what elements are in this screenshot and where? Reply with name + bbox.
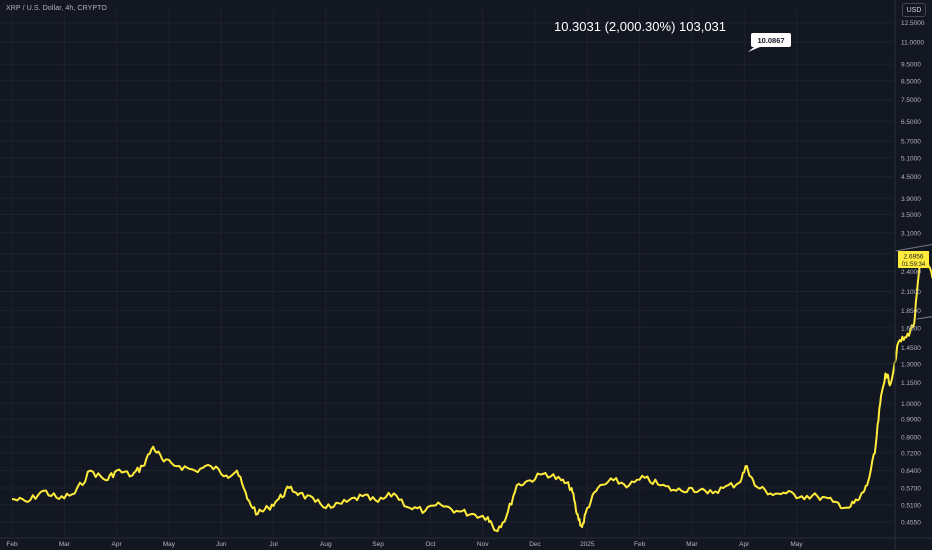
y-tick-label: 5.1000 bbox=[901, 155, 921, 162]
peak-label: 10.0867 bbox=[757, 36, 784, 45]
x-tick-label: Sep bbox=[372, 541, 384, 548]
historic-price-line bbox=[11, 255, 932, 533]
y-tick-label: 8.5000 bbox=[901, 78, 921, 85]
x-tick-label: Feb bbox=[634, 541, 646, 548]
y-tick-label: 0.6400 bbox=[901, 468, 921, 475]
y-tick-label: 1.8500 bbox=[901, 308, 921, 315]
y-tick-label: 5.7000 bbox=[901, 139, 921, 146]
y-tick-label: 0.9000 bbox=[901, 417, 921, 424]
peak-label-callout: 10.0867 bbox=[748, 33, 791, 52]
y-tick-label: 3.9000 bbox=[901, 196, 921, 203]
symbol-title: XRP / U.S. Dollar, 4h, CRYPTO bbox=[6, 5, 107, 12]
y-tick-label: 3.5000 bbox=[901, 212, 921, 219]
x-tick-label: May bbox=[163, 541, 176, 548]
y-tick-label: 1.0000 bbox=[901, 401, 921, 408]
y-tick-label: 1.1500 bbox=[901, 380, 921, 387]
price-axis[interactable]: 12.5000 11.0000 9.5000 8.5000 7.5000 6.5000 5.… bbox=[894, 0, 925, 550]
x-tick-label: May bbox=[790, 541, 803, 548]
y-tick-label: 12.5000 bbox=[901, 20, 925, 27]
price-series bbox=[11, 255, 932, 533]
x-tick-label: Mar bbox=[686, 541, 698, 548]
x-tick-label: Jun bbox=[216, 541, 227, 548]
x-tick-label: Mar bbox=[59, 541, 71, 548]
price-badge: 2.6956 01:59:34 bbox=[898, 251, 929, 268]
x-tick-label: Apr bbox=[739, 541, 750, 548]
x-tick-label: Dec bbox=[529, 541, 541, 548]
y-tick-label: 3.1000 bbox=[901, 230, 921, 237]
y-tick-label: 0.7200 bbox=[901, 450, 921, 457]
y-tick-label: 4.5000 bbox=[901, 174, 921, 181]
y-tick-label: 1.4500 bbox=[901, 345, 921, 352]
y-tick-label: 0.4550 bbox=[901, 520, 921, 527]
measure-label: 10.3031 (2,000.30%) 103,031 bbox=[554, 19, 726, 34]
y-tick-label: 0.5700 bbox=[901, 486, 921, 493]
y-tick-label: 1.3000 bbox=[901, 361, 921, 368]
x-tick-label: Feb bbox=[6, 541, 18, 548]
price-badge-value: 2.6956 bbox=[904, 254, 924, 261]
x-tick-label: Nov bbox=[477, 541, 489, 548]
y-tick-label: 1.6500 bbox=[901, 325, 921, 332]
x-tick-label: 2025 bbox=[580, 541, 595, 548]
y-tick-label: 7.5000 bbox=[901, 97, 921, 104]
y-tick-label: 9.5000 bbox=[901, 62, 921, 69]
y-tick-label: 11.0000 bbox=[901, 40, 924, 47]
price-badge-countdown: 01:59:34 bbox=[902, 262, 926, 268]
grid-lines bbox=[0, 10, 893, 536]
y-tick-label: 6.5000 bbox=[901, 119, 921, 126]
y-tick-label: 2.4000 bbox=[901, 269, 921, 276]
x-tick-label: Aug bbox=[320, 541, 332, 548]
time-axis[interactable]: Feb Mar Apr May Jun Jul Aug Sep Oct Nov Dec 2025 Feb… bbox=[0, 537, 932, 548]
y-tick-label: 0.8000 bbox=[901, 434, 921, 441]
x-tick-label: Oct bbox=[425, 541, 435, 548]
x-tick-label: Apr bbox=[112, 541, 123, 548]
y-tick-label: 2.1000 bbox=[901, 289, 921, 296]
x-tick-label: Jul bbox=[269, 541, 278, 548]
y-tick-label: 0.5100 bbox=[901, 502, 921, 509]
currency-selector[interactable]: USD bbox=[902, 3, 926, 17]
